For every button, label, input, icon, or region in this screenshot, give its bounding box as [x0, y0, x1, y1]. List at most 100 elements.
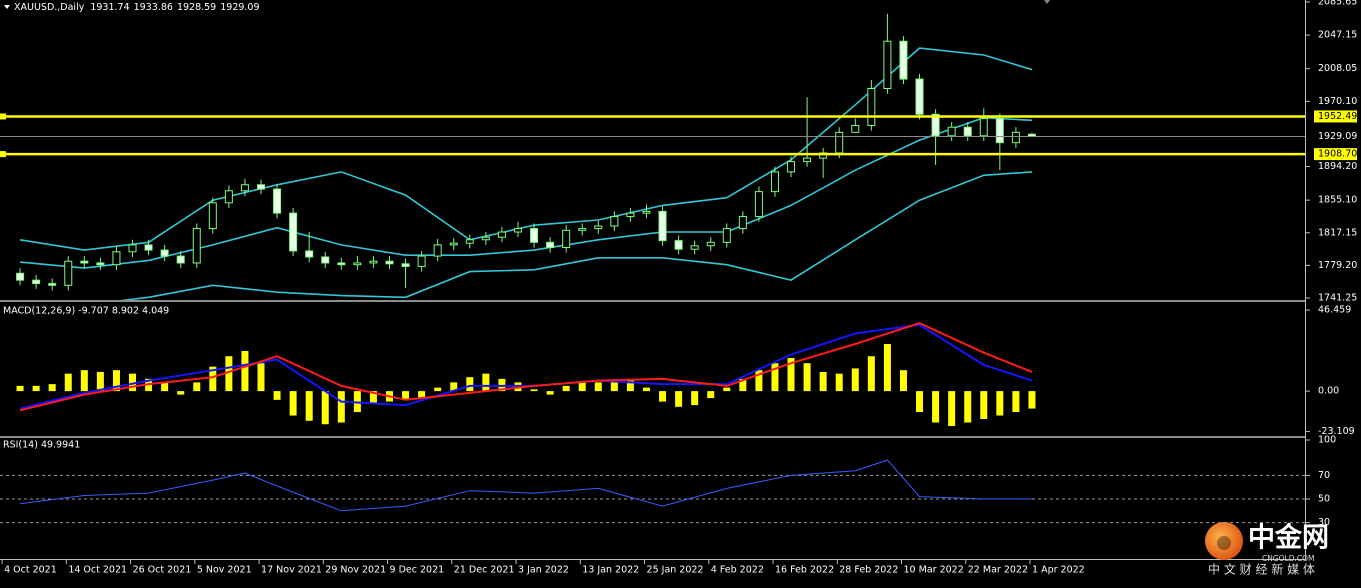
macd-histogram-bar: [321, 391, 329, 425]
macd-histogram-bar: [177, 391, 185, 395]
y-tick-label: 1817.15: [1318, 227, 1357, 238]
macd-histogram-bar: [916, 391, 924, 413]
y-tick-label: 1894.20: [1318, 161, 1357, 172]
macd-histogram-bar: [755, 370, 763, 392]
x-tick-label: 1 Apr 2022: [1032, 565, 1085, 576]
x-tick-label: 14 Oct 2021: [68, 565, 127, 576]
macd-histogram-bar: [691, 391, 699, 406]
candle-body: [530, 228, 539, 243]
logo-brand: 中金网: [1248, 522, 1329, 554]
macd-histogram-bar: [948, 391, 956, 427]
candle-body: [32, 279, 41, 285]
macd-histogram-bar: [803, 363, 811, 392]
candle-body: [979, 118, 988, 137]
candle-body: [240, 184, 249, 192]
candle-body: [144, 244, 153, 251]
macd-histogram-bar: [964, 391, 972, 423]
candle-body: [578, 228, 587, 231]
macd-histogram-bar: [257, 363, 265, 392]
y-tick-label: 2047.15: [1318, 30, 1357, 41]
y-tick-label: -23.109: [1318, 426, 1355, 437]
candle-body: [851, 124, 860, 133]
macd-histogram-bar: [1012, 391, 1020, 413]
candle-body: [899, 40, 908, 80]
candle-body: [417, 255, 426, 267]
x-tick-label: 5 Nov 2021: [197, 565, 252, 576]
candle-body: [96, 262, 105, 266]
macd-histogram-bar: [867, 356, 875, 392]
level-tag: [1314, 148, 1357, 161]
candle-body: [513, 228, 522, 233]
menu-arrow[interactable]: [4, 5, 10, 9]
macd-histogram-bar: [899, 370, 907, 392]
close: 1929.09: [220, 2, 259, 13]
candle-body: [305, 250, 314, 258]
candle-body: [546, 241, 555, 248]
plot-area: [16, 13, 1036, 300]
macd-histogram-bar: [883, 344, 891, 392]
x-tick-label: 17 Nov 2021: [261, 565, 322, 576]
macd-histogram-bar: [610, 380, 618, 392]
candle-body: [64, 260, 73, 286]
candle-body: [995, 118, 1004, 144]
logo-site: CNGOLD.COM: [1262, 554, 1315, 563]
y-tick-label: 30: [1318, 517, 1330, 528]
candle-body: [963, 126, 972, 137]
macd-histogram-bar: [996, 391, 1004, 416]
candle-body: [835, 131, 844, 154]
macd-title: MACD(12,26,9) -9.707 8.902 4.049: [3, 306, 169, 317]
logo-slogan: 中 文 财 经 新 媒 体: [1208, 562, 1315, 577]
candle-body: [883, 40, 892, 90]
candle-body: [738, 216, 747, 230]
macd-histogram-bar: [209, 366, 217, 392]
candle-body: [642, 210, 651, 214]
macd-histogram-bar: [932, 391, 940, 423]
candle-body: [224, 190, 233, 204]
candle-body: [674, 240, 683, 250]
macd-histogram-bar: [739, 378, 747, 392]
x-tick-label: 21 Dec 2021: [454, 565, 515, 576]
macd-histogram-bar: [129, 373, 137, 392]
symbol-header: XAUUSD.,Daily 1931.74 1933.86 1928.59 1929.0…: [14, 2, 260, 13]
y-tick-label: 1741.25: [1318, 292, 1357, 303]
macd-histogram-bar: [305, 391, 313, 421]
candle-body: [803, 157, 812, 163]
macd-histogram-bar: [675, 391, 683, 407]
plot-area: [0, 459, 1305, 524]
macd-histogram-bar: [32, 385, 40, 392]
candle-body: [112, 251, 121, 266]
x-tick-label: 16 Feb 2022: [775, 565, 834, 576]
candle-body: [722, 228, 731, 243]
macd-histogram-bar: [96, 371, 104, 392]
macd-histogram-bar: [450, 382, 458, 392]
macd-histogram-bar: [835, 373, 843, 392]
x-tick-label: 22 Mar 2022: [968, 565, 1028, 576]
candle-body: [385, 260, 394, 265]
macd-histogram-bar: [337, 391, 345, 423]
macd-histogram-bar: [819, 371, 827, 392]
candle-body: [915, 78, 924, 115]
y-tick-label: 2008.05: [1318, 63, 1357, 74]
candle-body: [497, 231, 506, 238]
current-price-tag: [1312, 130, 1358, 144]
logo-mark: [1205, 522, 1243, 560]
macd-histogram-bar: [402, 391, 410, 400]
macd-histogram-bar: [723, 387, 731, 392]
candle-body: [80, 260, 89, 264]
candle-body: [48, 283, 57, 286]
high: 1933.86: [134, 2, 173, 13]
x-tick-label: 3 Jan 2022: [518, 565, 569, 576]
y-tick-label: 1779.20: [1318, 260, 1357, 271]
candle-body: [562, 229, 571, 248]
x-tick-label: 4 Feb 2022: [711, 565, 764, 576]
candle-body: [160, 249, 169, 257]
macd-histogram-bar: [1028, 391, 1036, 409]
open: 1931.74: [90, 2, 129, 13]
candle-body: [610, 216, 619, 227]
level-tag: [1314, 110, 1357, 123]
candle-body: [321, 256, 330, 264]
candle-body: [289, 212, 298, 252]
